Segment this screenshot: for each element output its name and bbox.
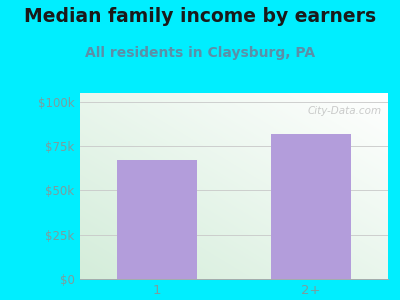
Bar: [271, 134, 351, 279]
Text: City-Data.com: City-Data.com: [308, 106, 382, 116]
Text: All residents in Claysburg, PA: All residents in Claysburg, PA: [85, 46, 315, 61]
Bar: [117, 160, 197, 279]
Text: Median family income by earners: Median family income by earners: [24, 8, 376, 26]
